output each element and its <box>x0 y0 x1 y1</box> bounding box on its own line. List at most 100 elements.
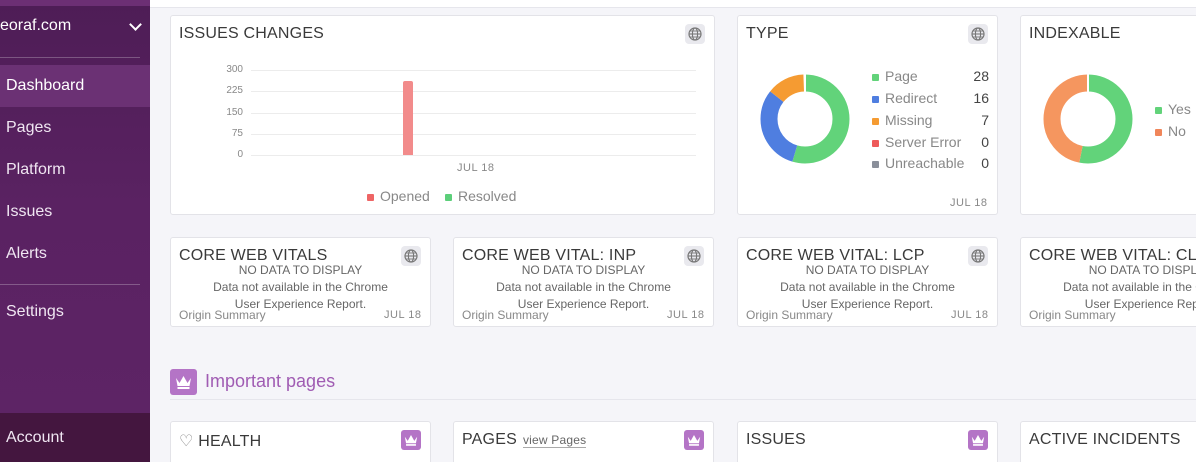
no-data-label: NO DATA TO DISPLAY <box>238 263 363 277</box>
section-divider <box>170 399 1196 400</box>
sidebar-item-label: Platform <box>6 161 66 178</box>
origin-summary: Origin Summary <box>746 308 833 322</box>
core-web-vital-lcp-card: CORE WEB VITAL: LCP NO DATA TO DISPLAY D… <box>737 237 998 327</box>
y-tick-label: 150 <box>226 106 243 118</box>
bar-opened[interactable] <box>403 80 413 155</box>
core-web-vital-cls-card: CORE WEB VITAL: CLS NO DATA TO DISPLAY D… <box>1020 237 1196 327</box>
globe-icon[interactable] <box>684 246 704 266</box>
legend-unreachable[interactable]: Unreachable <box>872 155 964 171</box>
issues-card: ISSUES <box>737 421 998 462</box>
no-data-message: User Experience Report. <box>1084 297 1196 311</box>
no-data-label: NO DATA TO DISPLAY <box>805 263 930 277</box>
active-incidents-card: ACTIVE INCIDENTS <box>1020 421 1196 462</box>
legend-redirect[interactable]: Redirect <box>872 90 937 106</box>
legend-value: 7 <box>981 112 989 128</box>
card-title: ISSUES CHANGES <box>179 25 325 42</box>
globe-icon[interactable] <box>968 24 988 44</box>
legend-value: 16 <box>973 90 989 106</box>
globe-icon[interactable] <box>685 24 705 44</box>
legend-label: Opened <box>380 188 430 204</box>
legend-missing[interactable]: Missing <box>872 112 932 128</box>
site-selector[interactable]: seoraf.com <box>0 17 150 39</box>
health-card: ♡ HEALTH <box>170 421 431 462</box>
legend-swatch <box>445 193 452 201</box>
sidebar-item-label: Settings <box>6 303 64 320</box>
sidebar-item-label: Account <box>6 429 64 446</box>
chevron-down-icon <box>129 18 142 31</box>
card-title: CORE WEB VITALS <box>179 247 328 264</box>
sidebar-item-settings[interactable]: Settings <box>0 291 150 333</box>
crown-icon <box>401 430 421 450</box>
legend-swatch <box>872 117 879 125</box>
card-date: JUL 18 <box>667 309 705 321</box>
no-data-message: User Experience Report. <box>801 297 934 311</box>
origin-summary: Origin Summary <box>462 308 549 322</box>
y-tick-label: 75 <box>231 127 243 139</box>
no-data-message: Data not available in the Chrome <box>213 280 388 294</box>
legend-value: 0 <box>981 155 989 171</box>
legend-swatch <box>872 73 879 81</box>
main-content: ISSUES CHANGES 300 225 150 75 0 JUL 18 Opene… <box>150 0 1196 462</box>
core-web-vitals-card: CORE WEB VITALS NO DATA TO DISPLAY Data … <box>170 237 431 327</box>
view-pages-link[interactable]: view Pages <box>522 433 587 448</box>
card-title: CORE WEB VITAL: LCP <box>746 247 925 264</box>
legend-yes[interactable]: Yes <box>1155 101 1191 117</box>
donut-slice-redirect[interactable] <box>760 74 850 164</box>
chart-x-label: JUL 18 <box>457 162 495 174</box>
legend-swatch <box>367 193 374 201</box>
no-data-label: NO DATA TO DISPLAY <box>521 263 646 277</box>
crown-icon <box>170 369 197 395</box>
card-title: INDEXABLE <box>1029 25 1121 42</box>
chart-gridline <box>251 112 696 114</box>
legend-label: Page <box>885 68 918 84</box>
site-name: seoraf.com <box>0 17 72 34</box>
no-data-message: User Experience Report. <box>517 297 650 311</box>
sidebar-item-platform[interactable]: Platform <box>0 149 150 191</box>
legend-swatch <box>872 95 879 103</box>
indexable-donut-chart <box>1043 74 1133 164</box>
no-data-message: Data not available in the Chrome <box>1063 280 1196 294</box>
legend-swatch <box>872 139 879 147</box>
sidebar-item-alerts[interactable]: Alerts <box>0 233 150 275</box>
pages-card: PAGES view Pages <box>453 421 714 462</box>
legend-page[interactable]: Page <box>872 68 918 84</box>
legend-label: No <box>1168 123 1186 139</box>
legend-resolved[interactable]: Resolved <box>445 188 516 204</box>
card-title: CORE WEB VITAL: INP <box>462 247 637 264</box>
heart-icon: ♡ <box>179 433 194 450</box>
chart-gridline <box>251 133 696 135</box>
sidebar-item-dashboard[interactable]: Dashboard <box>0 65 150 107</box>
sidebar-item-label: Issues <box>6 203 53 220</box>
sidebar-item-label: Dashboard <box>6 77 85 94</box>
card-title: ACTIVE INCIDENTS <box>1029 431 1181 448</box>
top-strip <box>150 0 1196 8</box>
legend-no[interactable]: No <box>1155 123 1186 139</box>
legend-label: Yes <box>1168 101 1191 117</box>
card-title: ♡ HEALTH <box>179 431 261 451</box>
card-title: ISSUES <box>746 431 806 448</box>
legend-value: 28 <box>973 68 989 84</box>
sidebar-item-pages[interactable]: Pages <box>0 107 150 149</box>
legend-value: 0 <box>981 134 989 150</box>
card-title: CORE WEB VITAL: CLS <box>1029 247 1196 264</box>
sidebar-item-issues[interactable]: Issues <box>0 191 150 233</box>
y-tick-label: 0 <box>237 149 243 160</box>
legend-server-error[interactable]: Server Error <box>872 134 961 150</box>
legend-label: Resolved <box>458 188 517 204</box>
section-title: Important pages <box>205 371 336 391</box>
card-date: JUL 18 <box>384 309 422 321</box>
legend-opened[interactable]: Opened <box>367 188 430 204</box>
sidebar-item-account[interactable]: Account <box>0 413 150 462</box>
legend-swatch <box>1155 128 1162 136</box>
legend-label: Missing <box>885 112 933 128</box>
origin-summary: Origin Summary <box>1029 308 1116 322</box>
no-data-message: Data not available in the Chrome <box>496 280 671 294</box>
issues-changes-card: ISSUES CHANGES 300 225 150 75 0 JUL 18 Opene… <box>170 15 715 215</box>
card-date: JUL 18 <box>950 197 988 209</box>
legend-swatch <box>1155 106 1162 114</box>
globe-icon[interactable] <box>401 246 421 266</box>
sidebar-divider <box>0 284 140 285</box>
no-data-label: NO DATA TO DISPLAY <box>1088 263 1196 277</box>
globe-icon[interactable] <box>968 246 988 266</box>
sidebar-divider <box>0 57 140 58</box>
